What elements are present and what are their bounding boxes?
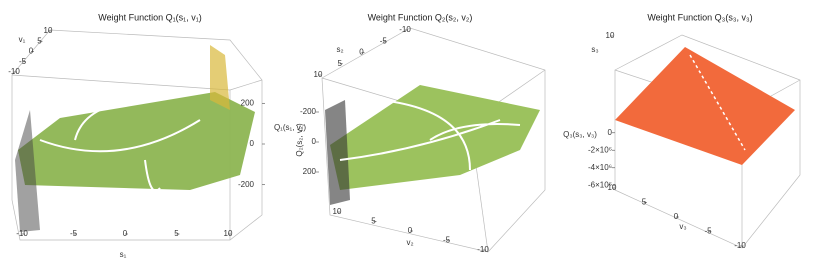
z-tick-label: 0 bbox=[608, 128, 613, 137]
y-tick-label: 5 bbox=[338, 59, 343, 68]
x-tick-label: 0 bbox=[408, 226, 413, 235]
x-axis-label: v₃ bbox=[679, 222, 686, 231]
y-tick-label: -5 bbox=[380, 36, 388, 45]
z-tick-label: 200 bbox=[241, 98, 255, 107]
chart-title: Weight Function Q₁(s₁, v₁) bbox=[98, 12, 201, 22]
y-axis-label: s₃ bbox=[591, 45, 598, 54]
z-tick-label: -6×10⁶ bbox=[588, 180, 612, 189]
x-axis-label: s₁ bbox=[120, 250, 127, 259]
x-axis-label: v₂ bbox=[406, 238, 413, 247]
x-tick-label: 0 bbox=[123, 229, 128, 238]
x-tick-label: -10 bbox=[477, 245, 489, 254]
x-tick-label: -10 bbox=[734, 241, 746, 250]
y-tick-label: 0 bbox=[359, 48, 364, 57]
x-tick-label: 5 bbox=[371, 217, 376, 226]
z-tick-label: -200 bbox=[300, 107, 317, 116]
y-tick-label: 10 bbox=[606, 31, 615, 40]
x-tick-label: 10 bbox=[608, 183, 617, 192]
z-tick-label: 0 bbox=[312, 137, 317, 146]
x-tick-label: -5 bbox=[704, 227, 712, 236]
x-tick-label: -5 bbox=[70, 229, 78, 238]
z-tick-label: -200 bbox=[238, 180, 255, 189]
x-tick-label: 5 bbox=[642, 198, 647, 207]
plot-1-frame bbox=[11, 29, 263, 241]
x-tick-label: 10 bbox=[333, 207, 342, 216]
y-tick-label: -10 bbox=[8, 67, 20, 76]
z-axis-label: Q₂(s₂, v₂) bbox=[295, 123, 304, 157]
z-tick-label: -2×10⁶ bbox=[588, 145, 612, 154]
x-tick-label: 5 bbox=[174, 229, 179, 238]
x-tick-label: -10 bbox=[16, 229, 28, 238]
y-tick-label: 10 bbox=[44, 26, 53, 35]
y-tick-label: 10 bbox=[314, 70, 323, 79]
plot-2-frame bbox=[321, 27, 546, 253]
chart-title: Weight Function Q₃(s₃, v₃) bbox=[647, 12, 752, 22]
z-tick-label: 0 bbox=[250, 139, 255, 148]
chart-title: Weight Function Q₂(s₂, v₂) bbox=[368, 12, 473, 22]
z-axis-label: Q₁(s₁, v₁) bbox=[274, 123, 306, 132]
y-tick-label: 0 bbox=[29, 47, 34, 56]
y-tick-label: -5 bbox=[19, 57, 27, 66]
y-axis-label: s₂ bbox=[336, 45, 343, 54]
plot-3-frame bbox=[614, 34, 801, 249]
z-axis-label: Q₃(s₃, v₃) bbox=[563, 130, 597, 139]
x-tick-label: -5 bbox=[443, 236, 451, 245]
x-tick-label: 0 bbox=[674, 212, 679, 221]
y-tick-label: -10 bbox=[399, 25, 411, 34]
z-tick-label: -4×10⁶ bbox=[588, 163, 612, 172]
y-tick-label: 5 bbox=[37, 36, 42, 45]
y-axis-label: v₁ bbox=[19, 35, 26, 44]
x-tick-label: 10 bbox=[224, 229, 233, 238]
z-tick-label: 200 bbox=[303, 167, 317, 176]
